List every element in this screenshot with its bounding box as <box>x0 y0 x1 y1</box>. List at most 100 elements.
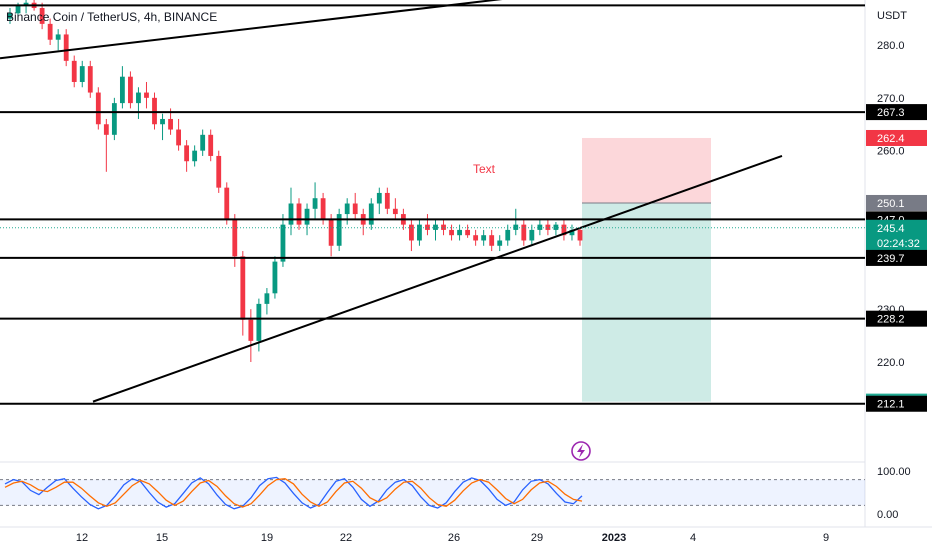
lightning-icon[interactable] <box>571 441 591 461</box>
price-tick: 220.0 <box>877 357 905 369</box>
time-tick: 2023 <box>602 532 626 544</box>
price-badge: 262.4 <box>866 129 927 146</box>
candle <box>417 219 422 246</box>
candle <box>111 97 117 141</box>
candle <box>489 229 495 252</box>
stoch-d-line <box>4 478 583 508</box>
price-badge-value: 250.1 <box>877 198 905 210</box>
price-badge: 212.1 <box>866 395 927 412</box>
candle <box>545 219 551 236</box>
candle <box>288 187 294 236</box>
candle <box>433 219 438 241</box>
annotation-text[interactable]: Text <box>473 162 496 176</box>
candle <box>39 2 45 30</box>
candle <box>473 229 479 246</box>
indicator-axis: 100.00 0.00 <box>877 466 911 521</box>
currency-label: USDT <box>877 10 907 22</box>
trendline[interactable] <box>92 155 783 403</box>
price-labels: 267.3262.4250.1247.0245.402:24:32239.722… <box>866 104 927 412</box>
candle <box>184 140 190 172</box>
candle <box>352 192 358 220</box>
candle <box>569 224 575 241</box>
candle <box>136 87 141 119</box>
candle <box>176 118 181 151</box>
candle <box>87 60 93 98</box>
chart-title: Binance Coin / TetherUS, 4h, BINANCE <box>6 10 217 24</box>
price-tick: 260.0 <box>877 146 905 158</box>
candle <box>497 235 503 252</box>
candle <box>144 81 149 109</box>
candle <box>208 129 214 162</box>
price-badge: 245.4 02:24:32 <box>866 219 927 252</box>
candle <box>55 29 61 51</box>
candle <box>449 224 454 241</box>
candle <box>553 221 559 236</box>
price-tick: 280.0 <box>877 40 905 52</box>
take-profit-zone[interactable] <box>582 202 711 402</box>
candle <box>384 187 390 215</box>
candle <box>465 224 471 238</box>
price-badge-value: 228.2 <box>877 314 905 326</box>
candle <box>200 129 206 156</box>
candle <box>537 219 543 236</box>
price-badge-value: 267.3 <box>877 107 905 119</box>
candle <box>312 182 318 220</box>
candle <box>119 66 125 109</box>
candle <box>513 208 519 236</box>
candle <box>272 256 278 299</box>
candle <box>521 219 527 246</box>
price-badge: 250.1 <box>866 194 927 211</box>
price-badge-value: 262.4 <box>877 133 905 145</box>
candle <box>160 113 165 141</box>
trendline[interactable] <box>0 0 538 60</box>
candle <box>224 182 230 225</box>
candle <box>192 145 198 167</box>
candle <box>441 219 446 236</box>
candle <box>296 198 302 230</box>
candle <box>7 8 13 24</box>
time-tick: 19 <box>261 532 273 544</box>
price-badge: 267.3 <box>866 104 927 121</box>
candle <box>63 29 69 67</box>
candle <box>152 92 157 130</box>
candle <box>457 224 462 241</box>
chart-background <box>0 0 865 550</box>
candle <box>392 198 398 220</box>
candle <box>577 227 583 246</box>
candle <box>368 198 374 230</box>
long-position-tool[interactable] <box>582 137 711 402</box>
stop-loss-zone[interactable] <box>582 137 711 203</box>
price-badge: 228.2 <box>866 310 927 327</box>
candle <box>216 150 222 193</box>
time-tick: 15 <box>156 532 168 544</box>
time-tick: 9 <box>823 532 829 544</box>
price-badge-value: 245.4 <box>877 223 905 235</box>
trendlines[interactable] <box>0 0 783 403</box>
candle <box>481 229 487 246</box>
indicator-tick: 0.00 <box>877 509 898 521</box>
candle <box>376 187 382 215</box>
candle <box>103 118 109 172</box>
time-axis[interactable]: 12 15 19 22 26 29 2023 4 9 <box>76 532 829 544</box>
candle <box>95 87 101 130</box>
candle <box>128 71 133 109</box>
candle <box>328 214 334 257</box>
candle <box>79 60 85 88</box>
time-tick: 4 <box>690 532 696 544</box>
time-tick: 29 <box>531 532 543 544</box>
candle <box>425 214 430 236</box>
candle <box>561 219 567 241</box>
time-tick: 12 <box>76 532 88 544</box>
candle <box>409 219 414 252</box>
horizontal-levels[interactable] <box>0 4 865 405</box>
time-tick: 26 <box>448 532 460 544</box>
candle <box>264 288 270 315</box>
candle <box>240 251 246 336</box>
price-badge-value: 212.1 <box>877 399 905 411</box>
indicator-tick: 100.00 <box>877 466 911 478</box>
candle <box>47 18 53 45</box>
candle <box>71 55 77 88</box>
price-badge-value: 239.7 <box>877 253 905 265</box>
